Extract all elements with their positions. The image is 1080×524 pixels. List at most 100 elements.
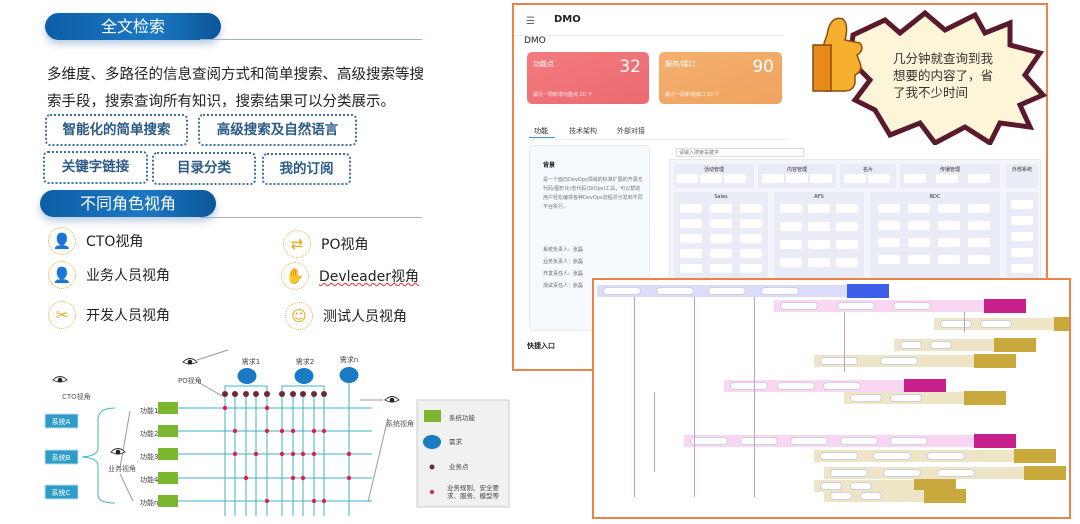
- module-cell[interactable]: [936, 174, 958, 183]
- role-business[interactable]: 👤 业务人员视角: [48, 261, 170, 289]
- module-cell[interactable]: [780, 222, 802, 231]
- tag-catalog[interactable]: 目录分类: [152, 152, 256, 185]
- module-cell[interactable]: [938, 238, 960, 247]
- search-input[interactable]: [676, 148, 804, 157]
- card-footer: 最近一周新增接口 20 个: [665, 92, 720, 98]
- module-cell[interactable]: [968, 174, 990, 183]
- module-cell[interactable]: [762, 174, 784, 183]
- module-cell[interactable]: [878, 204, 900, 213]
- module-cell[interactable]: [710, 264, 732, 273]
- background-text: 是一个面向DevOps领域的标准扩展的开源无代码/图形化/低代码(DIOps)工…: [543, 177, 643, 210]
- divider: [200, 39, 422, 40]
- tag-keyword-link[interactable]: 关键字链接: [43, 151, 148, 184]
- role-po[interactable]: ⇄ PO视角: [283, 230, 368, 258]
- module-cell[interactable]: [724, 174, 746, 183]
- module-cell[interactable]: [908, 204, 930, 213]
- group-title: 名片: [862, 167, 873, 173]
- eye-icon: [389, 397, 395, 403]
- module-cell[interactable]: [1011, 232, 1033, 241]
- module-cell[interactable]: [868, 174, 890, 183]
- menu-icon[interactable]: ☰: [526, 16, 535, 27]
- rule-point: [264, 498, 270, 504]
- module-cell[interactable]: [968, 221, 990, 230]
- module-cell[interactable]: [808, 222, 830, 231]
- module-cell[interactable]: [680, 264, 702, 273]
- module-cell[interactable]: [680, 249, 702, 258]
- module-cell[interactable]: [836, 204, 858, 213]
- module-cell[interactable]: [904, 174, 926, 183]
- system-view-label: 系统视角: [386, 419, 414, 428]
- module-cell[interactable]: [878, 238, 900, 247]
- module-cell[interactable]: [908, 221, 930, 230]
- module-cell[interactable]: [710, 219, 732, 228]
- callout-text: 几分钟就查询到我想要的内容了，省了我不少时间: [893, 51, 994, 100]
- module-cell[interactable]: [740, 219, 762, 228]
- flow-node: [883, 469, 922, 477]
- module-cell[interactable]: [710, 249, 732, 258]
- module-cell[interactable]: [1011, 216, 1033, 225]
- module-cell[interactable]: [968, 204, 990, 213]
- tag-advanced-search[interactable]: 高级搜索及自然语言: [198, 114, 357, 146]
- tab-external[interactable]: 外部对接: [617, 127, 645, 135]
- tab-functions[interactable]: 功能: [534, 127, 548, 135]
- module-cell[interactable]: [700, 174, 722, 183]
- module-cell[interactable]: [786, 174, 808, 183]
- module-cell[interactable]: [740, 264, 762, 273]
- module-cell[interactable]: [1011, 200, 1033, 209]
- function-points-card[interactable]: 功能点 32 最近一周新增功能点 20 个: [527, 52, 649, 104]
- service-interface-card[interactable]: 服务/接口 90 最近一周新增接口 20 个: [659, 52, 782, 104]
- flow-end-node: [904, 379, 946, 393]
- module-cell[interactable]: [808, 204, 830, 213]
- module-cell[interactable]: [938, 255, 960, 264]
- module-cell[interactable]: [780, 204, 802, 213]
- legend-label: 业务规则、安全要求、服务、模型等: [447, 484, 499, 500]
- module-cell[interactable]: [1011, 248, 1033, 257]
- module-cell[interactable]: [836, 240, 858, 249]
- module-cell[interactable]: [710, 204, 732, 213]
- role-cto[interactable]: 👤 CTO视角: [48, 227, 143, 255]
- module-cell[interactable]: [680, 204, 702, 213]
- module-cell[interactable]: [680, 234, 702, 243]
- legend-rule-swatch: [430, 490, 434, 494]
- module-cell[interactable]: [836, 258, 858, 267]
- module-cell[interactable]: [780, 240, 802, 249]
- flow-node: [820, 452, 858, 460]
- flow-node: [850, 482, 872, 490]
- module-cell[interactable]: [710, 234, 732, 243]
- module-cell[interactable]: [968, 255, 990, 264]
- card-value: 90: [752, 57, 774, 77]
- tag-simple-search[interactable]: 智能化的简单搜索: [45, 114, 188, 146]
- module-cell[interactable]: [938, 204, 960, 213]
- module-cell[interactable]: [780, 258, 802, 267]
- module-cell[interactable]: [740, 249, 762, 258]
- owner: 开发责任人：张磊: [543, 271, 584, 277]
- tab-tech-architecture[interactable]: 技术架构: [569, 127, 597, 135]
- module-cell[interactable]: [908, 238, 930, 247]
- role-tester[interactable]: ☺ 测试人员视角: [285, 302, 407, 330]
- tag-subscription[interactable]: 我的订阅: [262, 153, 351, 185]
- system-c-box: 系统C: [44, 484, 79, 500]
- flow-connector: [634, 297, 635, 497]
- legend-label: 业务点: [449, 462, 469, 471]
- module-cell[interactable]: [968, 238, 990, 247]
- module-cell[interactable]: [908, 255, 930, 264]
- module-cell[interactable]: [680, 219, 702, 228]
- module-cell[interactable]: [810, 174, 832, 183]
- module-cell[interactable]: [844, 174, 866, 183]
- flow-end-node: [1014, 449, 1056, 463]
- module-cell[interactable]: [808, 258, 830, 267]
- module-cell[interactable]: [808, 240, 830, 249]
- module-cell[interactable]: [836, 222, 858, 231]
- module-cell[interactable]: [878, 255, 900, 264]
- rule-point: [300, 451, 306, 457]
- module-cell[interactable]: [1011, 264, 1033, 273]
- module-cell[interactable]: [938, 221, 960, 230]
- module-cell[interactable]: [878, 221, 900, 230]
- system-bracket: [81, 407, 116, 504]
- module-cell[interactable]: [740, 204, 762, 213]
- module-cell[interactable]: [740, 234, 762, 243]
- flow-node: [890, 437, 928, 445]
- module-cell[interactable]: [676, 174, 698, 183]
- role-developer[interactable]: ✂ 开发人员视角: [48, 301, 170, 329]
- role-devleader[interactable]: ✋ Devleader视角: [281, 262, 419, 290]
